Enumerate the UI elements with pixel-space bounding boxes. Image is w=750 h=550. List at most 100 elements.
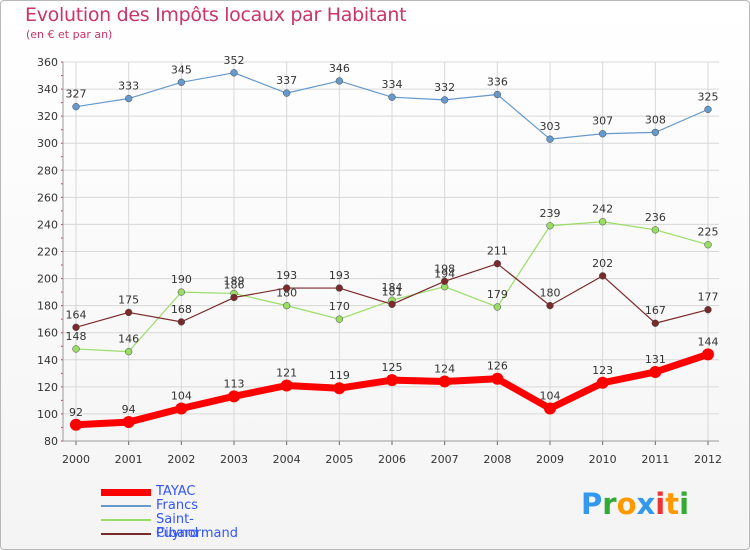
data-point-tayac [228,390,240,403]
data-label-puynormand: 198 [434,262,455,275]
data-point-francs [704,105,712,114]
data-label-saint-cibard: 239 [540,207,561,220]
data-label-francs: 327 [66,88,87,101]
data-point-saint-cibard [125,348,133,356]
data-point-francs [599,130,607,138]
y-tick-label: 240 [37,218,58,231]
data-label-saint-cibard: 225 [698,226,719,239]
data-label-tayac: 104 [171,390,192,403]
y-tick-label: 200 [37,273,58,286]
chart-subtitle: (en € et par an) [26,28,113,41]
legend-label: Puynormand [156,526,238,541]
data-label-puynormand: 202 [592,257,613,270]
data-point-francs [388,93,396,101]
data-point-tayac [544,402,556,415]
data-point-saint-cibard [493,303,501,311]
data-label-tayac: 131 [645,353,666,366]
data-point-tayac [649,365,662,378]
data-label-tayac: 113 [224,377,245,390]
y-tick-label: 300 [37,137,58,150]
data-point-francs [230,69,238,77]
legend-label: TAYAC [156,484,196,499]
logo-letter: P [581,487,603,521]
data-label-tayac: 144 [698,335,719,348]
data-point-saint-cibard [651,226,659,234]
data-label-saint-cibard: 170 [329,300,350,313]
data-point-tayac [438,375,451,388]
x-tick-label: 2003 [220,453,248,466]
x-tick-label: 2009 [536,453,564,466]
data-point-puynormand [72,323,80,331]
data-label-tayac: 104 [540,390,561,403]
logo-letter: o [616,487,637,521]
data-label-saint-cibard: 184 [382,281,403,294]
data-label-francs: 346 [329,62,350,75]
y-tick-label: 180 [37,300,58,313]
data-label-puynormand: 167 [645,304,666,317]
data-label-saint-cibard: 190 [171,273,192,286]
data-label-puynormand: 211 [487,245,508,258]
data-point-francs [283,89,291,97]
data-point-saint-cibard [599,218,607,226]
data-point-saint-cibard [546,222,554,230]
proxiti-logo: Proxiti [581,487,689,521]
legend-label: Saint-Cibard [156,512,199,541]
y-tick-label: 120 [37,381,58,394]
x-tick-label: 2000 [62,453,90,466]
data-point-puynormand [388,300,396,308]
data-label-saint-cibard: 146 [118,333,139,346]
data-label-saint-cibard: 148 [66,330,87,343]
data-label-puynormand: 181 [382,285,403,298]
data-label-puynormand: 168 [171,303,192,316]
data-label-tayac: 94 [122,403,136,416]
data-point-puynormand [546,301,554,310]
data-point-tayac [386,374,398,387]
x-tick-label: 2007 [431,453,459,466]
data-point-francs [493,90,501,99]
x-tick-label: 2001 [115,453,143,466]
data-label-francs: 333 [118,80,139,93]
data-point-puynormand [283,284,291,292]
x-tick-label: 2004 [273,453,301,466]
data-label-puynormand: 164 [66,308,87,321]
data-label-francs: 325 [698,90,719,103]
data-point-tayac [122,416,135,429]
data-label-tayac: 124 [434,362,455,375]
data-point-tayac [333,382,346,395]
y-tick-label: 340 [37,83,58,96]
data-point-puynormand [177,318,185,326]
data-label-francs: 337 [276,74,297,87]
data-point-tayac [175,402,188,415]
data-point-saint-cibard [704,241,712,249]
data-label-saint-cibard: 180 [276,287,297,300]
data-point-puynormand [599,272,607,280]
data-label-francs: 308 [645,113,666,126]
data-label-saint-cibard: 236 [645,211,666,224]
data-point-puynormand [651,319,659,327]
data-label-tayac: 123 [592,364,613,377]
data-label-puynormand: 175 [118,293,139,306]
data-point-francs [125,94,133,103]
data-label-francs: 307 [592,115,613,128]
y-tick-label: 140 [37,354,58,367]
data-point-puynormand [125,308,133,317]
legend-label: Francs [156,498,199,513]
data-label-puynormand: 177 [698,291,719,304]
data-label-francs: 336 [487,75,508,88]
data-label-saint-cibard: 194 [434,268,455,281]
y-tick-label: 280 [37,164,58,177]
data-label-francs: 332 [434,81,455,94]
logo-letter: i [679,487,690,521]
legend-swatch [101,519,151,521]
data-point-tayac [702,348,714,361]
logo-letter: r [602,487,617,521]
y-tick-label: 260 [37,191,58,204]
y-tick-label: 220 [37,246,58,259]
logo-letter: t [665,487,680,521]
y-tick-label: 360 [37,56,58,69]
chart-title: Evolution des Impôts locaux par Habitant [25,4,407,26]
x-tick-label: 2005 [325,453,353,466]
data-point-saint-cibard [335,315,343,323]
data-point-puynormand [441,277,449,285]
